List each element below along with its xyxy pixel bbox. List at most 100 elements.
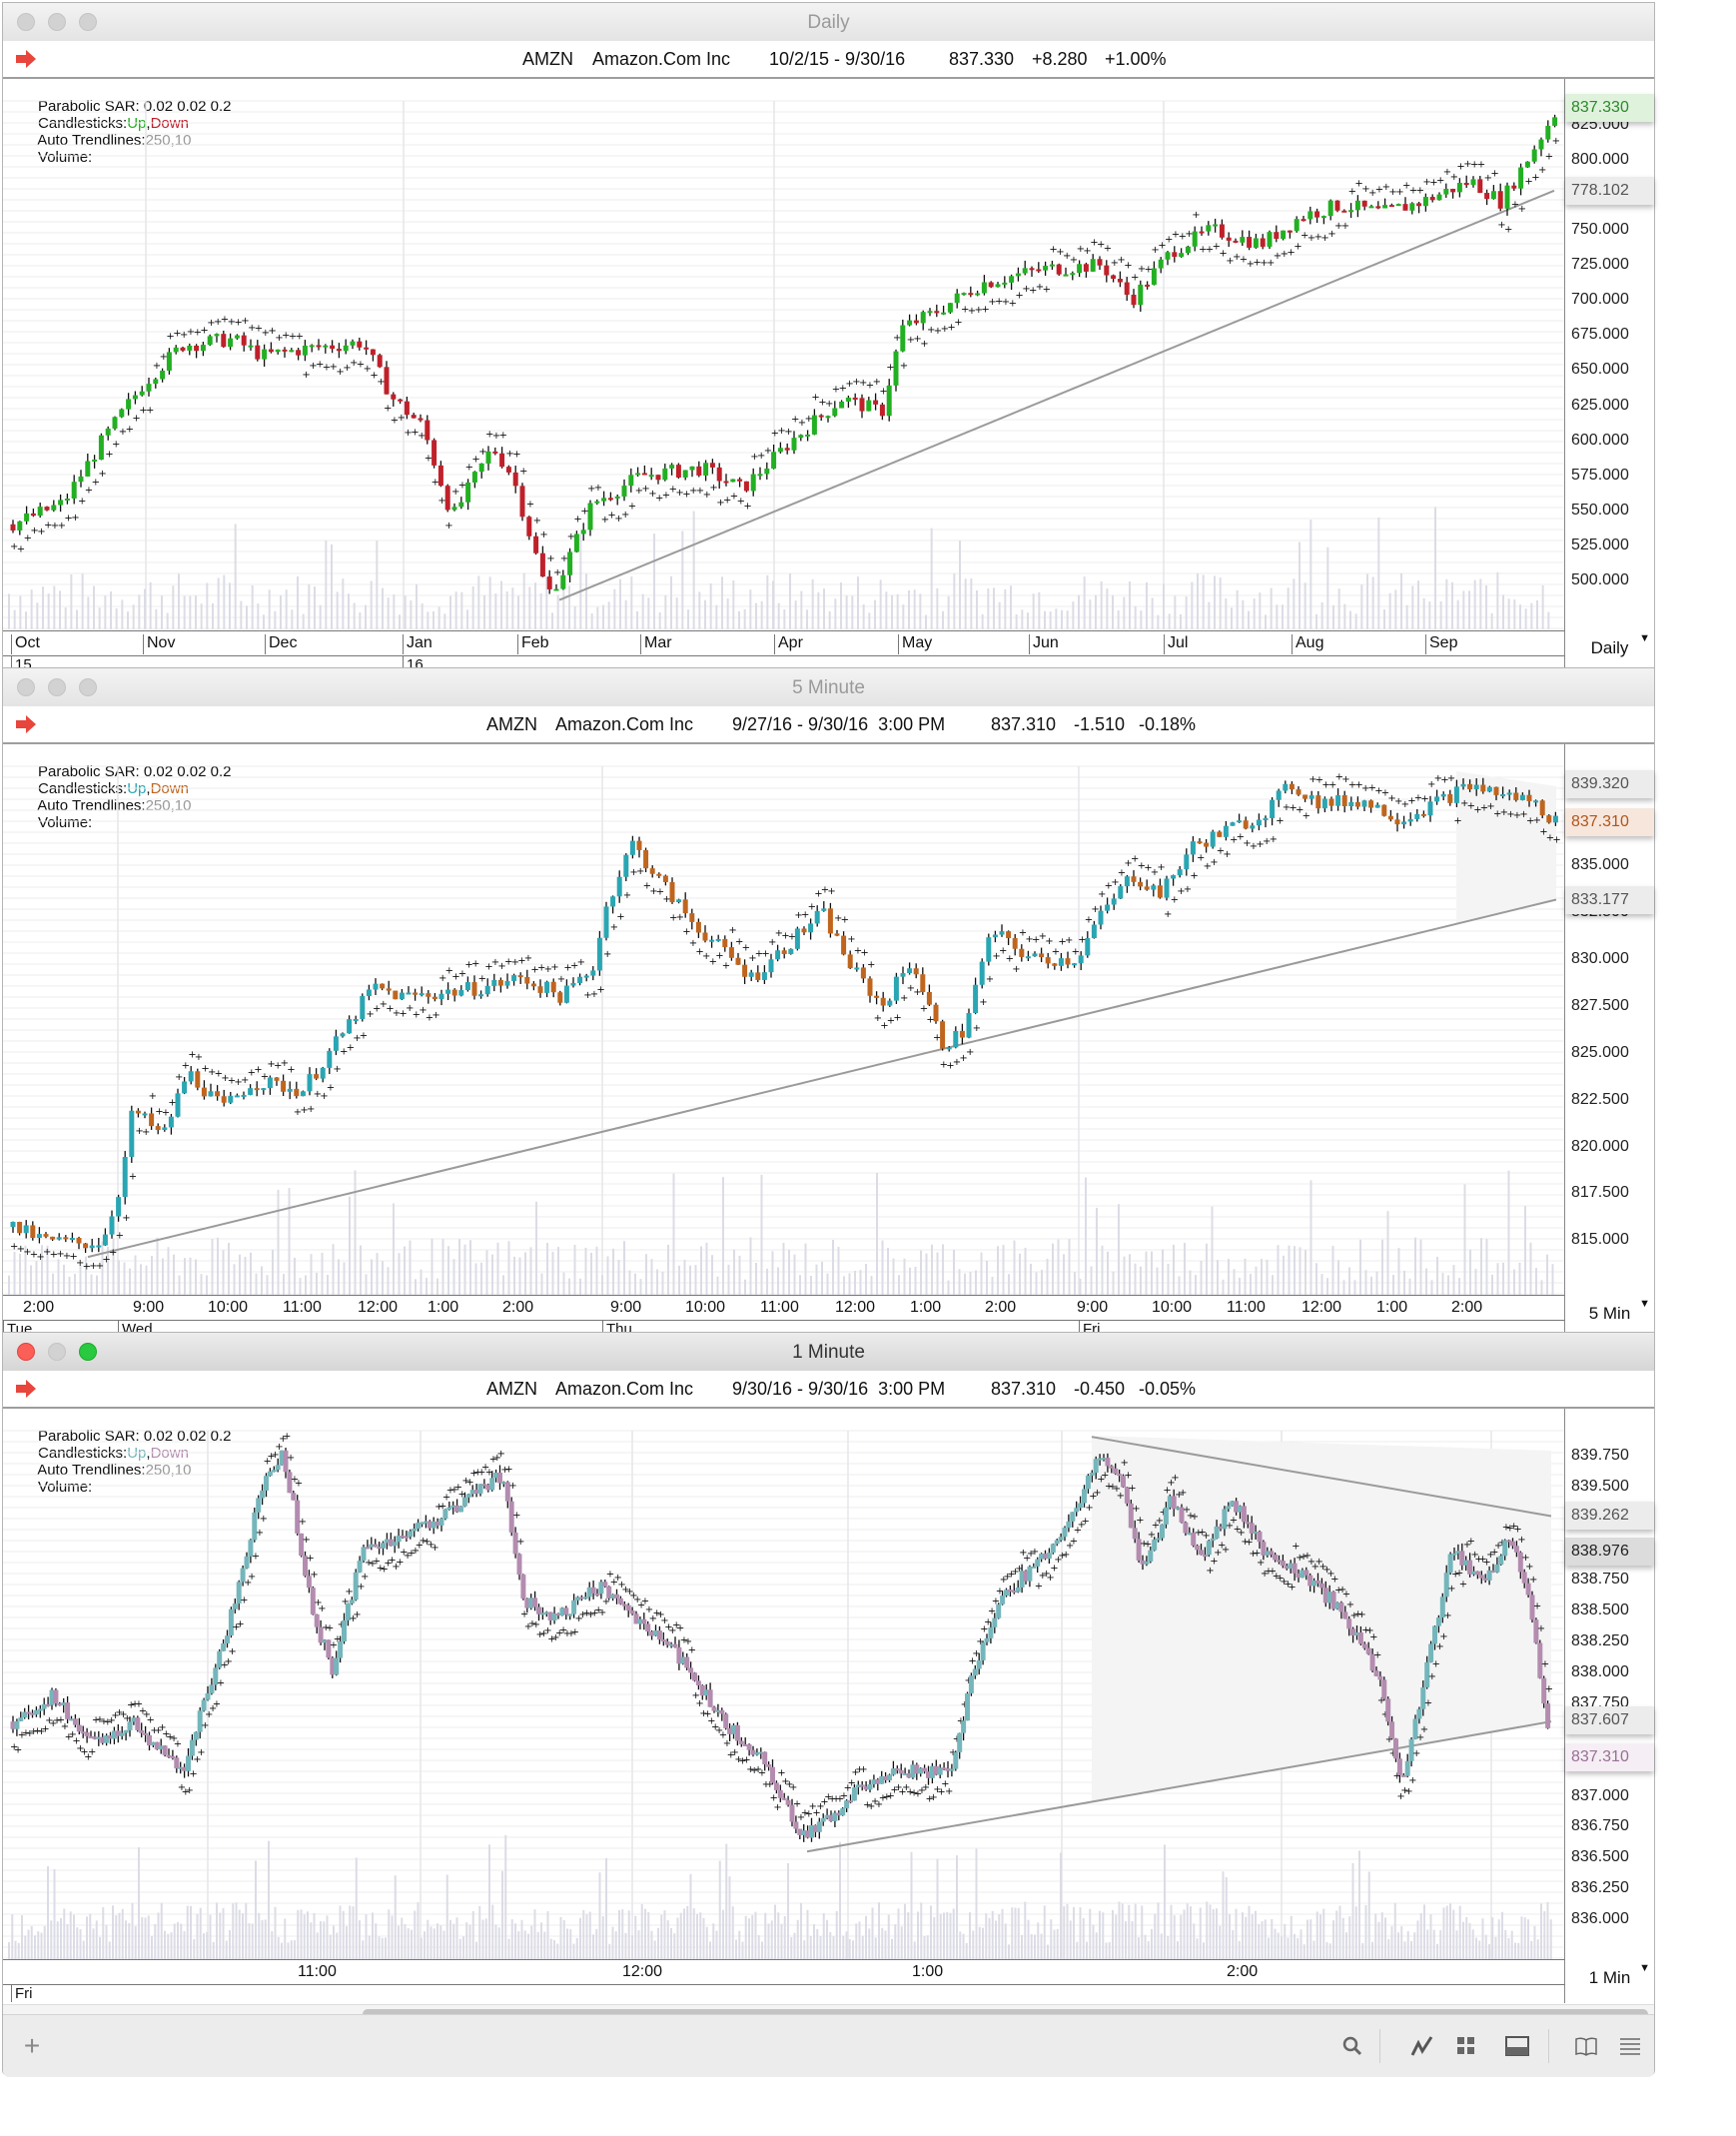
title-bar[interactable]: Daily (3, 3, 1654, 42)
svg-text:+: + (648, 489, 656, 500)
price-flag: 837.607 (1565, 1706, 1654, 1735)
book-icon[interactable] (1573, 2033, 1599, 2059)
svg-text:+: + (1078, 934, 1086, 945)
sar-legend[interactable]: Parabolic SAR: 0.02 0.02 0.2 (38, 763, 232, 780)
svg-text:+: + (254, 1065, 262, 1076)
title-bar[interactable]: 1 Minute (3, 1333, 1654, 1372)
svg-text:+: + (122, 1213, 130, 1224)
svg-text:+: + (300, 1105, 308, 1116)
svg-text:+: + (213, 1699, 221, 1710)
time-axis[interactable]: Oct Nov Dec Jan Feb Mar Apr May Jun Jul Aug Sep (3, 630, 1565, 656)
minimize-button[interactable] (48, 1343, 66, 1361)
svg-text:+: + (655, 493, 663, 504)
volume-legend-label[interactable]: Volume: (38, 1479, 93, 1496)
svg-text:+: + (1058, 936, 1066, 947)
svg-text:+: + (1389, 1748, 1397, 1759)
svg-text:+: + (316, 359, 324, 370)
svg-text:+: + (1157, 862, 1165, 873)
volume-legend-label[interactable]: Volume: (38, 149, 93, 166)
svg-text:+: + (539, 530, 547, 540)
svg-text:+: + (1063, 251, 1071, 262)
svg-text:+: + (244, 1578, 252, 1589)
search-icon[interactable] (1339, 2033, 1365, 2059)
list-icon[interactable] (1617, 2033, 1643, 2059)
svg-text:+: + (1210, 857, 1218, 868)
svg-text:+: + (914, 1788, 922, 1799)
price-axis[interactable]: 839.750 839.500 838.750 838.500 838.250 838.0… (1565, 1409, 1654, 1959)
svg-text:+: + (1531, 172, 1539, 183)
period-selector[interactable]: Daily ▼ (1565, 632, 1654, 658)
price-axis[interactable]: 835.000832.500830.000827.500825.000822.5… (1565, 744, 1654, 1295)
svg-text:+: + (69, 1251, 77, 1262)
symbol: AMZN (486, 1379, 537, 1399)
link-arrow-icon[interactable] (15, 715, 37, 733)
svg-text:+: + (1156, 1516, 1164, 1527)
close-button[interactable] (17, 13, 35, 31)
svg-text:+: + (1172, 230, 1180, 241)
time-axis[interactable]: 2:00 9:00 10:00 11:00 12:00 1:00 2:00 9:00 10:00… (3, 1295, 1565, 1321)
svg-text:+: + (511, 957, 519, 968)
svg-text:+: + (1007, 1569, 1015, 1580)
svg-text:+: + (820, 1796, 828, 1807)
panel-icon[interactable] (1504, 2033, 1530, 2059)
svg-text:+: + (789, 1782, 797, 1793)
grid-icon[interactable] (1453, 2033, 1479, 2059)
minimize-button[interactable] (48, 13, 66, 31)
period-selector[interactable]: 1 Min ▼ (1565, 1962, 1654, 1988)
zoom-button[interactable] (79, 1343, 97, 1361)
period-selector[interactable]: 5 Min ▼ (1565, 1298, 1654, 1324)
svg-text:+: + (965, 1675, 973, 1686)
svg-text:+: + (1400, 1785, 1408, 1796)
close-button[interactable] (17, 678, 35, 696)
svg-text:+: + (72, 1736, 80, 1747)
svg-text:+: + (570, 960, 578, 971)
svg-text:+: + (696, 486, 704, 497)
sar-legend[interactable]: Parabolic SAR: 0.02 0.02 0.2 (38, 1428, 232, 1445)
svg-text:+: + (662, 894, 670, 905)
svg-text:+: + (680, 1635, 688, 1646)
svg-text:+: + (1381, 788, 1389, 799)
svg-text:+: + (867, 960, 875, 971)
svg-text:+: + (228, 1646, 236, 1657)
svg-text:+: + (139, 405, 147, 416)
svg-text:+: + (818, 398, 826, 409)
svg-text:+: + (809, 1801, 817, 1812)
link-arrow-icon[interactable] (15, 1380, 37, 1398)
price-chart-area[interactable]: Parabolic SAR: 0.02 0.02 0.2 Candlestick… (3, 744, 1565, 1295)
svg-text:+: + (464, 960, 472, 971)
svg-text:+: + (1128, 1483, 1136, 1494)
svg-text:+: + (102, 1255, 110, 1266)
price-axis[interactable]: 825.000 800.000 750.000 725.000 700.000 675.0… (1565, 79, 1654, 630)
svg-text:+: + (330, 1639, 338, 1650)
minimize-button[interactable] (48, 678, 66, 696)
svg-text:+: + (208, 1067, 216, 1078)
svg-text:+: + (353, 1609, 361, 1620)
price-tick-label: 839.500 (1571, 1477, 1629, 1495)
svg-text:+: + (641, 1596, 649, 1606)
svg-text:+: + (361, 1572, 369, 1583)
zoom-button[interactable] (79, 13, 97, 31)
chart-line-icon[interactable] (1409, 2033, 1435, 2059)
svg-text:+: + (26, 1728, 34, 1739)
svg-text:+: + (1486, 1550, 1494, 1561)
1min-candlestick-plot: ++++++++++++++++++++++++++++++++++++++++… (3, 1430, 1564, 1959)
svg-text:+: + (1354, 779, 1362, 790)
price-chart-area[interactable]: Parabolic SAR: 0.02 0.02 0.2 Candlestick… (3, 79, 1565, 630)
plus-icon[interactable]: + (23, 2030, 41, 2061)
time-axis[interactable]: 11:00 12:00 1:00 2:00 (3, 1959, 1565, 1985)
close-button[interactable] (17, 1343, 35, 1361)
zoom-button[interactable] (79, 678, 97, 696)
svg-text:+: + (477, 1468, 485, 1479)
volume-legend-label[interactable]: Volume: (38, 814, 93, 831)
sar-legend[interactable]: Parabolic SAR: 0.02 0.02 0.2 (38, 98, 232, 115)
price-chart-area[interactable]: Parabolic SAR: 0.02 0.02 0.2 Candlestick… (3, 1409, 1565, 1959)
svg-text:+: + (1513, 1525, 1521, 1536)
svg-text:+: + (1539, 827, 1547, 838)
svg-text:+: + (357, 1582, 365, 1593)
link-arrow-icon[interactable] (15, 50, 37, 68)
title-bar[interactable]: 5 Minute (3, 668, 1654, 707)
svg-text:+: + (404, 428, 412, 439)
svg-text:+: + (92, 1715, 100, 1726)
svg-text:+: + (1049, 244, 1057, 255)
svg-text:+: + (1303, 1551, 1311, 1562)
